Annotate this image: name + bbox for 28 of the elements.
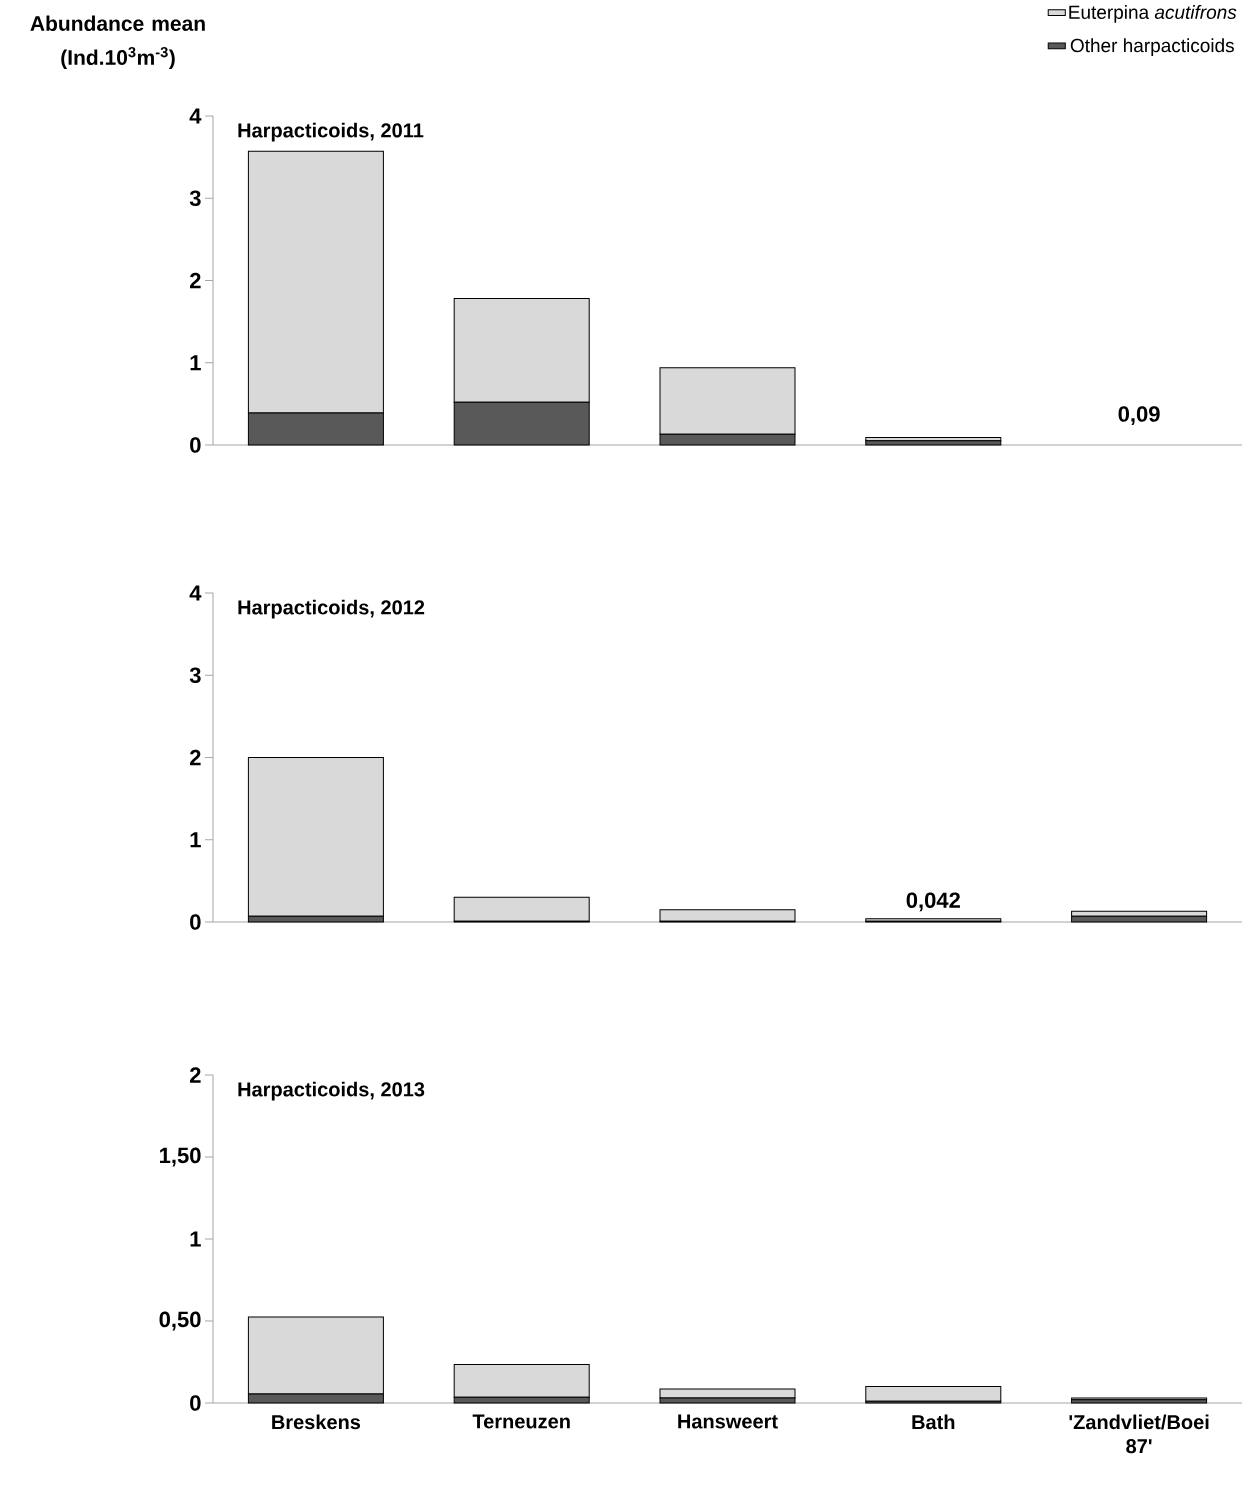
y-tick-label: 4 [189, 585, 202, 601]
y-tick-label: 2 [190, 1067, 201, 1083]
x-tick-label: Breskens [272, 1414, 361, 1430]
y-tick-label: 0,50 [159, 1311, 201, 1331]
annotation: 0,09 [1118, 406, 1160, 425]
annotation: 0,042 [906, 892, 960, 912]
chart-title: Harpacticoids, 2011 [238, 122, 424, 142]
y-tick-label: 1 [190, 832, 201, 848]
y-tick-label: 2 [190, 272, 201, 289]
y-axis-title: Abundance mean (Ind.10$^{3}$m$^{-3}$) [30, 15, 205, 70]
x-tick-label: Bath [912, 1414, 955, 1430]
y-tick-label: 1 [190, 355, 201, 371]
legend-label: Euterpina acutifrons [1069, 5, 1237, 23]
chart-title: Harpacticoids, 2013 [238, 1081, 425, 1101]
y-tick-label: 4 [189, 108, 202, 124]
y-tick-label: 1,50 [160, 1147, 201, 1167]
y-tick-label: 0 [190, 914, 201, 930]
chart-title: Harpacticoids, 2012 [238, 599, 425, 619]
y-tick-label: 3 [189, 190, 201, 207]
y-tick-label: 0 [190, 1395, 201, 1411]
y-tick-label: 0 [190, 437, 201, 453]
x-tick-label: Hansweert [678, 1414, 778, 1429]
x-tick-label: 'Zandvliet/Boei 87' [1069, 1414, 1209, 1454]
x-tick-label: Terneuzen [472, 1414, 570, 1429]
y-tick-label: 3 [189, 667, 201, 684]
y-tick-label: 2 [190, 749, 201, 766]
y-tick-label: 1 [190, 1231, 201, 1247]
legend-label: Other harpacticoids [1070, 38, 1234, 56]
